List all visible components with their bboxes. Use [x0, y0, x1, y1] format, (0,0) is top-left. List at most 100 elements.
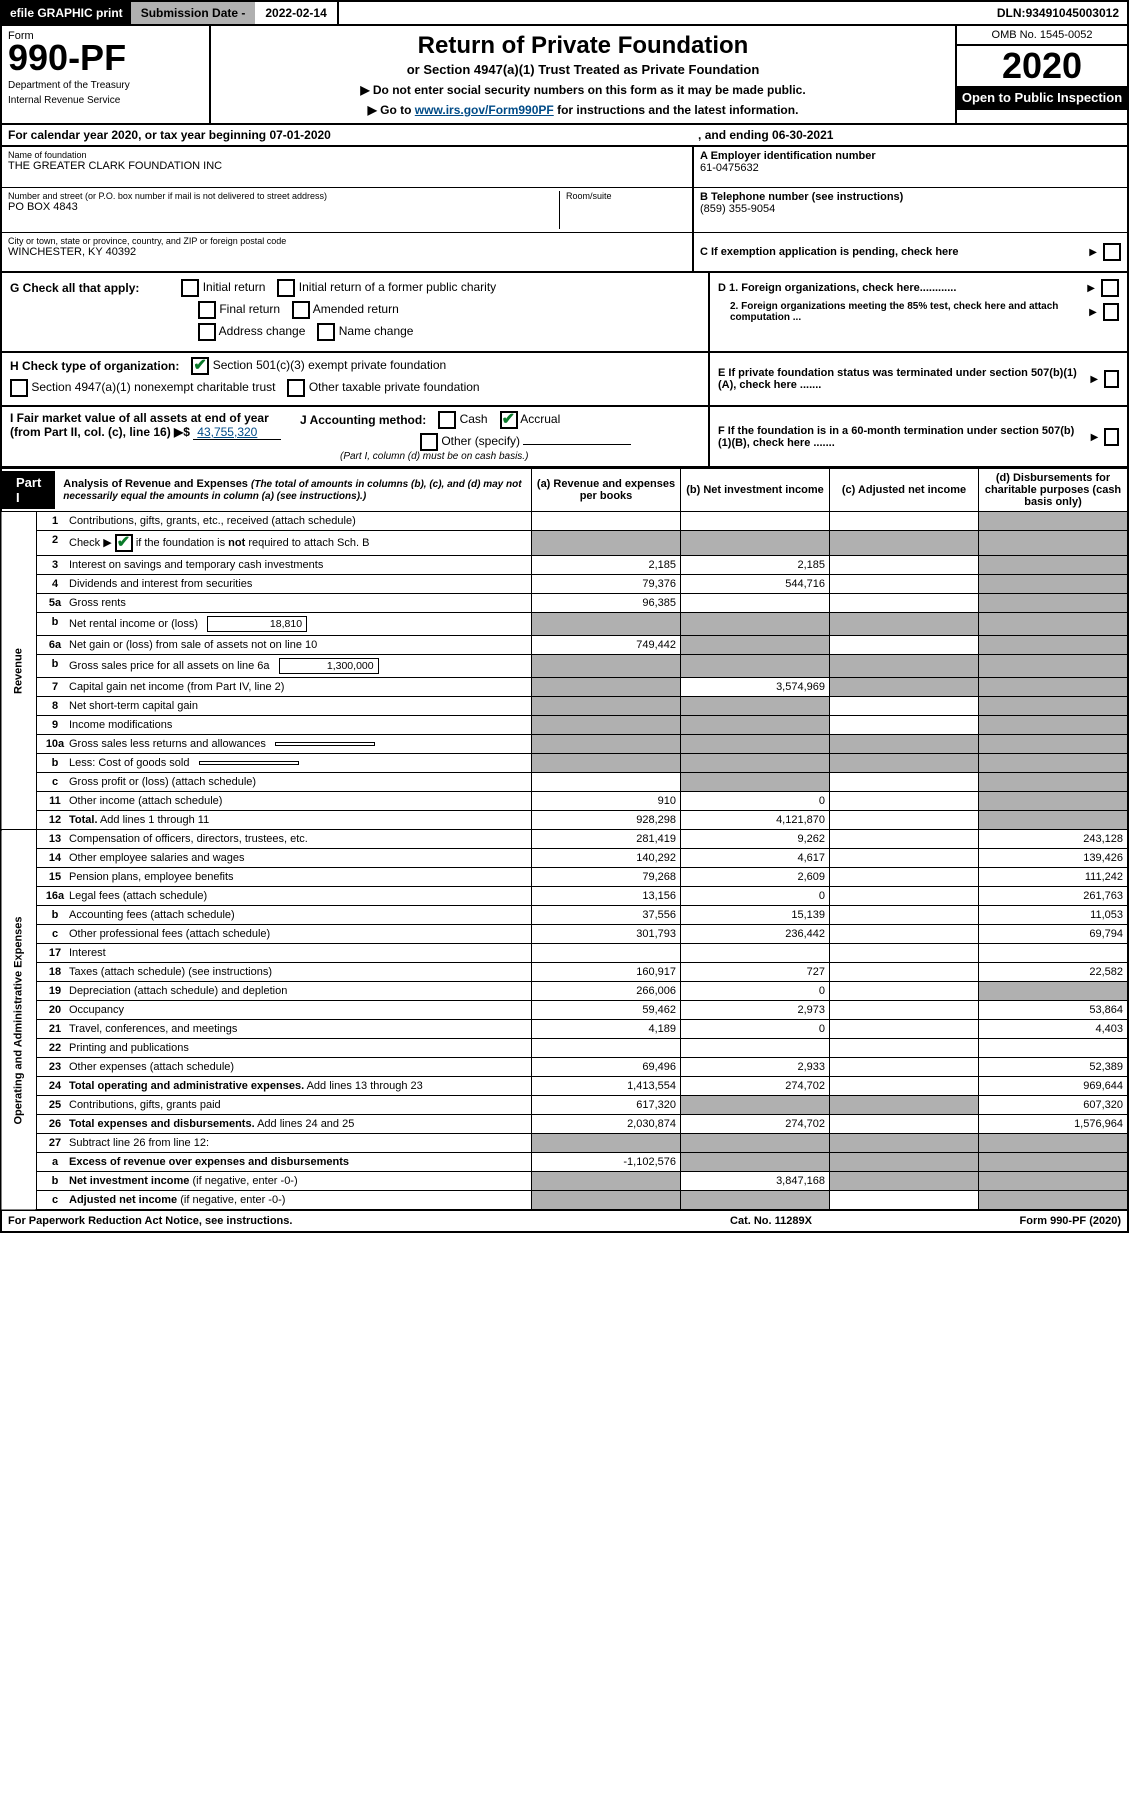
line-number: b — [41, 1175, 69, 1187]
value-cell: 727 — [681, 963, 830, 982]
value-cell — [830, 575, 979, 594]
value-cell: 3,574,969 — [681, 678, 830, 697]
line-text: Occupancy — [69, 1004, 527, 1016]
line-text: Total. Add lines 1 through 11 — [69, 814, 527, 826]
line-number: 6a — [41, 639, 69, 651]
value-cell: 1,576,964 — [979, 1115, 1129, 1134]
g-line2: Final return Amended return — [10, 301, 700, 319]
ein-cell: A Employer identification number 61-0475… — [692, 147, 1127, 188]
calendar-year-row: For calendar year 2020, or tax year begi… — [0, 125, 1129, 147]
value-cell — [979, 944, 1129, 963]
value-cell — [830, 1191, 979, 1211]
line-cell: 18 Taxes (attach schedule) (see instruct… — [37, 963, 532, 982]
value-cell — [830, 792, 979, 811]
sch-b-checkbox[interactable] — [115, 534, 133, 552]
i-fmv-value[interactable]: 43,755,320 — [193, 425, 281, 440]
line-number: 23 — [41, 1061, 69, 1073]
line-cell: c Adjusted net income (if negative, ente… — [37, 1191, 532, 1211]
g-opt-name: Name change — [339, 324, 414, 338]
part1-title: Analysis of Revenue and Expenses — [63, 478, 248, 490]
value-cell — [532, 512, 681, 531]
f-right: F If the foundation is in a 60-month ter… — [708, 407, 1127, 466]
value-cell: 301,793 — [532, 925, 681, 944]
submission-date-label: Submission Date - — [131, 2, 256, 24]
g-initial-former[interactable] — [277, 279, 295, 297]
line-text: Gross sales price for all assets on line… — [69, 658, 527, 674]
j-cash-checkbox[interactable] — [438, 411, 456, 429]
header-left: Name of foundation THE GREATER CLARK FOU… — [2, 147, 692, 271]
value-cell — [979, 792, 1129, 811]
line-cell: 16a Legal fees (attach schedule) — [37, 887, 532, 906]
g-initial-return[interactable] — [181, 279, 199, 297]
line-text: Interest on savings and temporary cash i… — [69, 559, 527, 571]
footer-form: Form 990-PF (2020) — [921, 1215, 1121, 1227]
j-line2: Other (specify) — [300, 433, 700, 451]
goto-pre: ▶ Go to — [368, 103, 415, 117]
value-cell — [979, 678, 1129, 697]
line-number: 7 — [41, 681, 69, 693]
g-address-change[interactable] — [198, 323, 216, 341]
line-cell: b Less: Cost of goods sold — [37, 754, 532, 773]
value-cell — [532, 716, 681, 735]
value-cell: 3,847,168 — [681, 1172, 830, 1191]
d1-checkbox[interactable] — [1101, 279, 1119, 297]
table-row: 2 Check ▶ if the foundation is not requi… — [1, 531, 1128, 556]
g-amended-return[interactable] — [292, 301, 310, 319]
value-cell: 969,644 — [979, 1077, 1129, 1096]
value-cell — [532, 655, 681, 678]
j-accrual-checkbox[interactable] — [500, 411, 518, 429]
value-cell — [979, 556, 1129, 575]
table-row: 25 Contributions, gifts, grants paid 617… — [1, 1096, 1128, 1115]
value-cell — [830, 1134, 979, 1153]
line-number: 11 — [41, 795, 69, 807]
table-row: 12 Total. Add lines 1 through 11 928,298… — [1, 811, 1128, 830]
value-cell: 617,320 — [532, 1096, 681, 1115]
value-cell: 69,794 — [979, 925, 1129, 944]
line-cell: 4 Dividends and interest from securities — [37, 575, 532, 594]
inline-value — [199, 761, 299, 765]
form-header: Form 990-PF Department of the Treasury I… — [0, 26, 1129, 125]
value-cell: 13,156 — [532, 887, 681, 906]
h-other-checkbox[interactable] — [287, 379, 305, 397]
h-line1: H Check type of organization: Section 50… — [10, 357, 700, 375]
c-checkbox[interactable] — [1103, 243, 1121, 261]
j-cash: Cash — [460, 412, 488, 426]
line-cell: b Net investment income (if negative, en… — [37, 1172, 532, 1191]
form-link[interactable]: www.irs.gov/Form990PF — [415, 103, 554, 117]
line-number: 5a — [41, 597, 69, 609]
j-other-checkbox[interactable] — [420, 433, 438, 451]
line-number: b — [41, 616, 69, 632]
value-cell — [532, 613, 681, 636]
h-left: H Check type of organization: Section 50… — [2, 353, 708, 405]
instruction-line-1: ▶ Do not enter social security numbers o… — [221, 83, 945, 97]
line-text: Compensation of officers, directors, tru… — [69, 833, 527, 845]
line-text: Other professional fees (attach schedule… — [69, 928, 527, 940]
table-row: 15 Pension plans, employee benefits 79,2… — [1, 868, 1128, 887]
f-checkbox[interactable] — [1104, 428, 1119, 446]
h-501c3-checkbox[interactable] — [191, 357, 209, 375]
g-name-change[interactable] — [317, 323, 335, 341]
table-row: 17 Interest — [1, 944, 1128, 963]
value-cell — [830, 1001, 979, 1020]
j-other-input[interactable] — [523, 444, 631, 445]
line-text: Interest — [69, 947, 527, 959]
value-cell: 2,185 — [532, 556, 681, 575]
line-cell: 25 Contributions, gifts, grants paid — [37, 1096, 532, 1115]
d2-checkbox[interactable] — [1103, 303, 1119, 321]
table-row: 24 Total operating and administrative ex… — [1, 1077, 1128, 1096]
h-4947-checkbox[interactable] — [10, 379, 28, 397]
g-final-return[interactable] — [198, 301, 216, 319]
street-address: PO BOX 4843 — [8, 201, 559, 213]
value-cell: 160,917 — [532, 963, 681, 982]
value-cell: 281,419 — [532, 830, 681, 849]
value-cell — [830, 613, 979, 636]
j-accrual: Accrual — [520, 412, 560, 426]
value-cell: 79,268 — [532, 868, 681, 887]
value-cell — [830, 655, 979, 678]
value-cell: 37,556 — [532, 906, 681, 925]
value-cell — [532, 735, 681, 754]
line-cell: c Other professional fees (attach schedu… — [37, 925, 532, 944]
e-checkbox[interactable] — [1104, 370, 1119, 388]
value-cell: 274,702 — [681, 1115, 830, 1134]
section-rotated-label: Revenue — [1, 512, 37, 830]
